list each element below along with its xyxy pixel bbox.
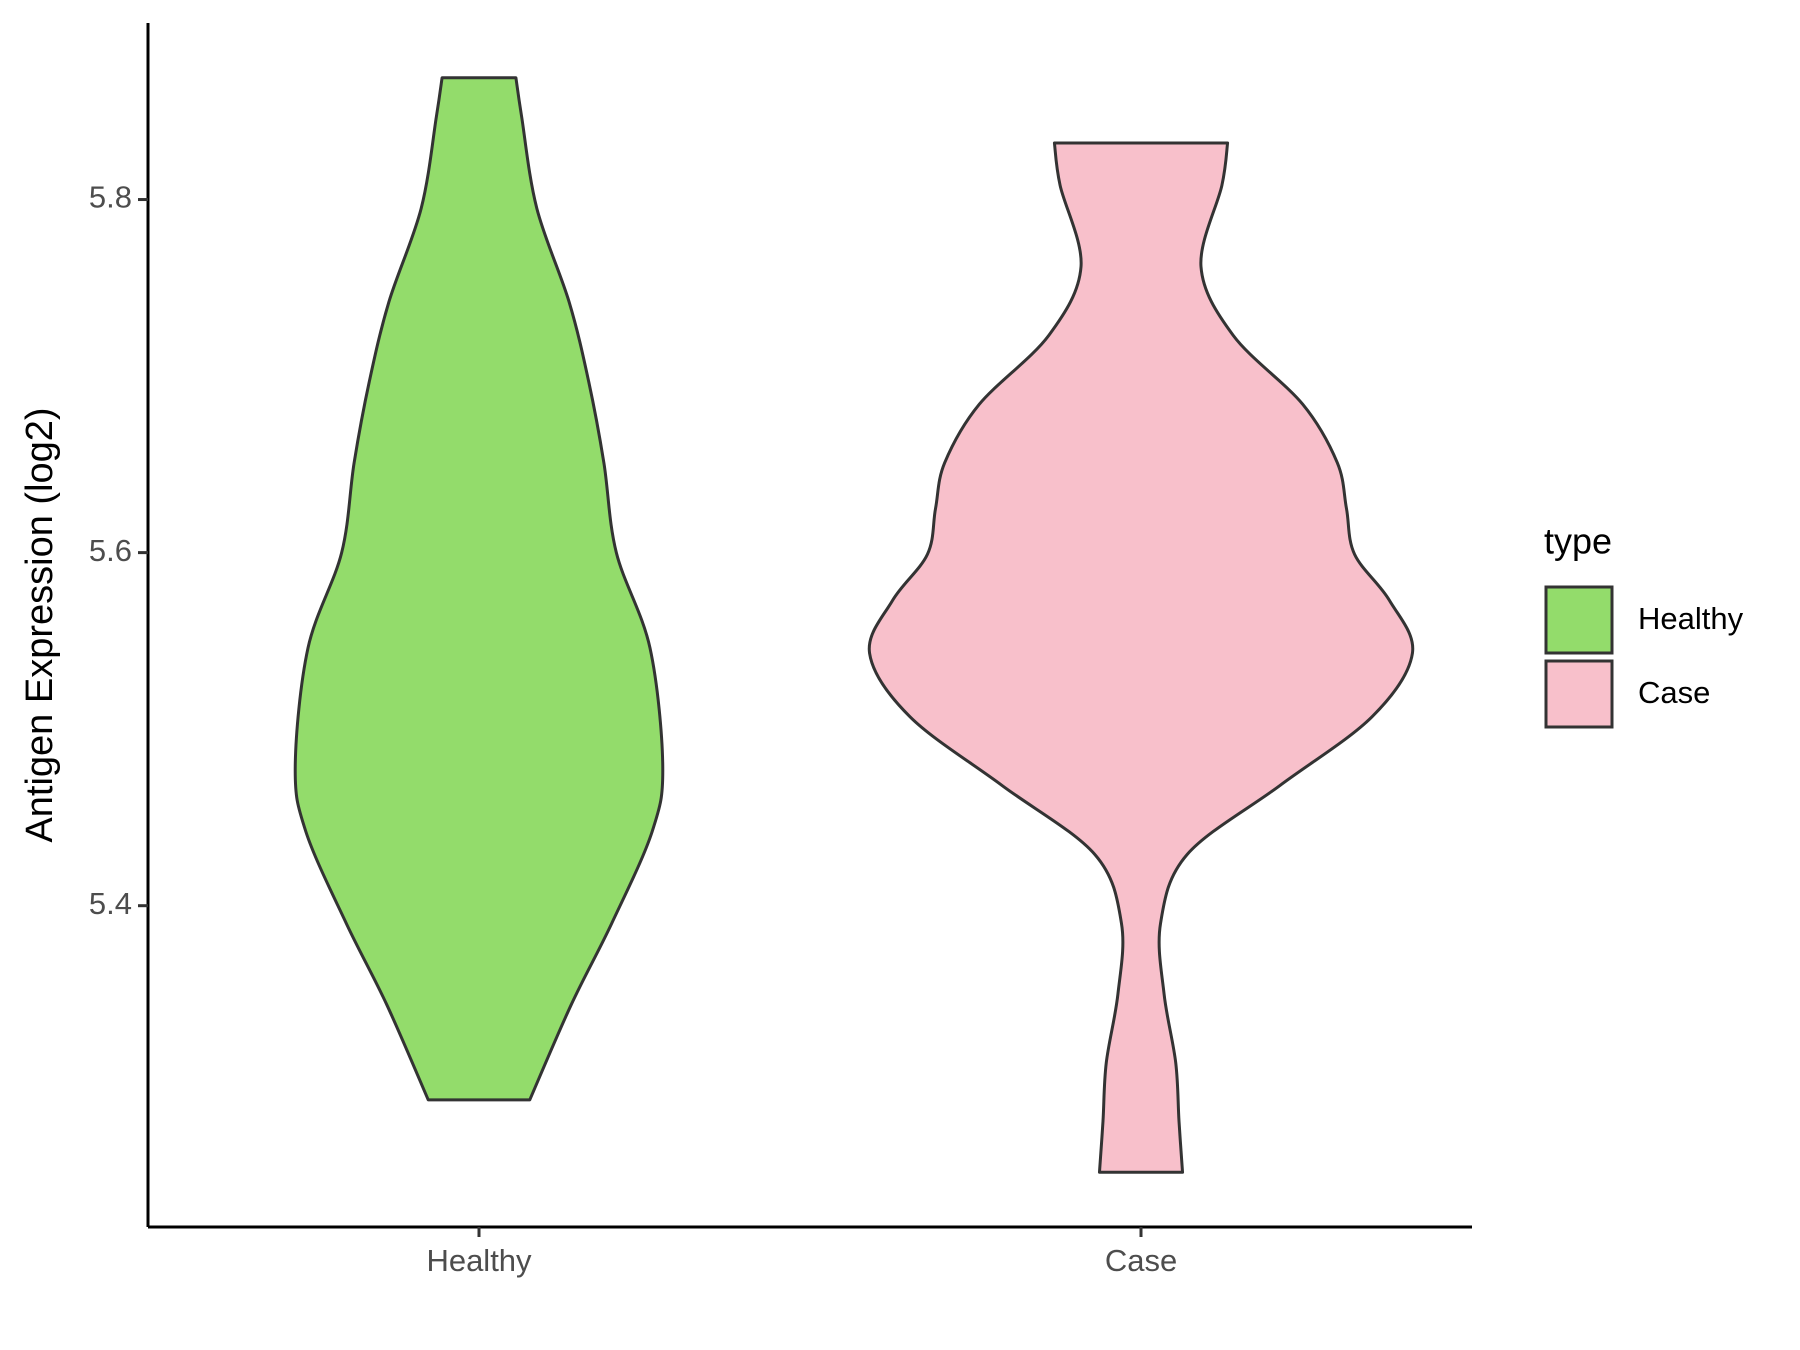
- legend-label: Healthy: [1638, 601, 1744, 636]
- y-tick-label: 5.6: [89, 533, 132, 568]
- y-axis-label: Antigen Expression (log2): [19, 407, 61, 842]
- violin: [867, 141, 1415, 1174]
- y-tick-label: 5.8: [89, 180, 132, 215]
- legend-label: Case: [1638, 675, 1710, 710]
- y-tick-label: 5.4: [89, 886, 132, 921]
- legend-swatch: [1544, 659, 1614, 729]
- legend-swatch: [1544, 585, 1614, 655]
- violin: [293, 76, 665, 1102]
- x-tick-label: Case: [1105, 1243, 1177, 1278]
- x-tick-label: Healthy: [426, 1243, 532, 1278]
- legend-title: type: [1544, 521, 1612, 562]
